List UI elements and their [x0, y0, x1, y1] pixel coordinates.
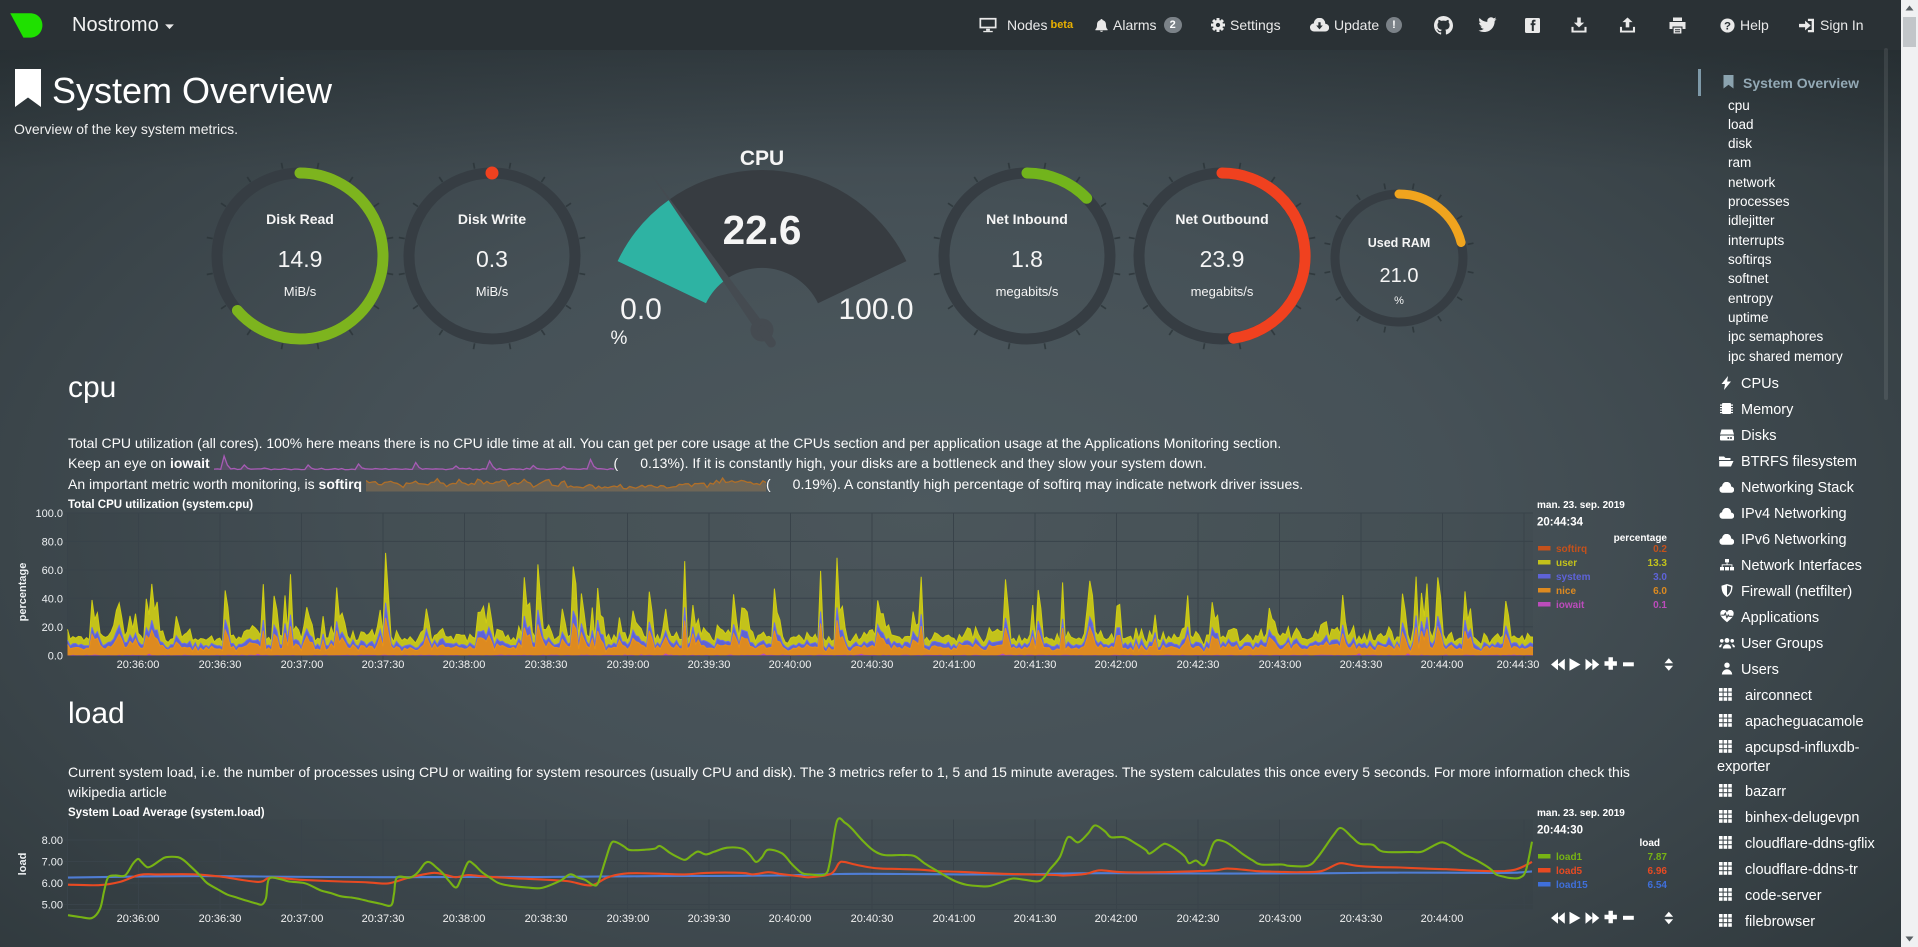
- svg-text:softirq: softirq: [1556, 544, 1587, 555]
- svg-text:load: load: [17, 853, 29, 876]
- svg-text:20:44:34: 20:44:34: [1537, 517, 1584, 529]
- svg-text:20:44:30: 20:44:30: [1537, 825, 1583, 837]
- svg-text:20:39:30: 20:39:30: [688, 659, 731, 671]
- svg-text:20:36:00: 20:36:00: [117, 659, 160, 671]
- svg-text:System Load Average (system.lo: System Load Average (system.load): [68, 807, 265, 819]
- svg-text:20:39:00: 20:39:00: [607, 913, 650, 925]
- svg-text:20:38:30: 20:38:30: [525, 913, 568, 925]
- svg-text:20:43:00: 20:43:00: [1259, 913, 1302, 925]
- svg-text:20:38:00: 20:38:00: [443, 659, 486, 671]
- svg-text:80.0: 80.0: [42, 537, 63, 549]
- svg-text:20:43:30: 20:43:30: [1340, 913, 1383, 925]
- svg-text:20:40:00: 20:40:00: [769, 659, 812, 671]
- svg-text:20:40:30: 20:40:30: [851, 659, 894, 671]
- svg-text:man. 23. sep. 2019: man. 23. sep. 2019: [1537, 808, 1625, 819]
- svg-text:0.1: 0.1: [1653, 600, 1667, 611]
- svg-text:20:39:00: 20:39:00: [607, 659, 650, 671]
- svg-text:20:40:00: 20:40:00: [769, 913, 812, 925]
- svg-text:5.00: 5.00: [42, 900, 63, 912]
- svg-text:iowait: iowait: [1556, 600, 1585, 611]
- svg-text:percentage: percentage: [1614, 533, 1668, 544]
- svg-text:20:36:30: 20:36:30: [199, 659, 242, 671]
- svg-text:6.0: 6.0: [1653, 586, 1667, 597]
- svg-text:6.96: 6.96: [1648, 866, 1668, 877]
- svg-text:20:42:30: 20:42:30: [1177, 913, 1220, 925]
- svg-text:Total CPU utilization (system.: Total CPU utilization (system.cpu): [68, 499, 253, 511]
- svg-text:20.0: 20.0: [42, 622, 63, 634]
- svg-text:20:36:00: 20:36:00: [117, 913, 160, 925]
- svg-text:20:44:00: 20:44:00: [1421, 659, 1464, 671]
- svg-text:user: user: [1556, 558, 1577, 569]
- svg-text:20:40:30: 20:40:30: [851, 913, 894, 925]
- svg-text:20:41:30: 20:41:30: [1014, 913, 1057, 925]
- svg-text:6.54: 6.54: [1648, 880, 1668, 891]
- svg-text:nice: nice: [1556, 586, 1576, 597]
- svg-text:20:37:30: 20:37:30: [362, 913, 405, 925]
- svg-text:20:42:30: 20:42:30: [1177, 659, 1220, 671]
- svg-text:20:43:00: 20:43:00: [1259, 659, 1302, 671]
- svg-text:20:37:00: 20:37:00: [281, 913, 324, 925]
- svg-text:100.0: 100.0: [35, 508, 63, 520]
- svg-text:20:43:30: 20:43:30: [1340, 659, 1383, 671]
- svg-text:percentage: percentage: [17, 563, 29, 622]
- svg-text:man. 23. sep. 2019: man. 23. sep. 2019: [1537, 500, 1625, 511]
- svg-text:?: ?: [1724, 20, 1731, 32]
- svg-text:20:41:00: 20:41:00: [933, 913, 976, 925]
- svg-text:system: system: [1556, 572, 1591, 583]
- svg-text:load: load: [1639, 838, 1660, 849]
- svg-text:8.00: 8.00: [42, 835, 63, 847]
- svg-text:20:38:30: 20:38:30: [525, 659, 568, 671]
- svg-text:20:42:00: 20:42:00: [1095, 659, 1138, 671]
- svg-text:40.0: 40.0: [42, 594, 63, 606]
- svg-text:20:44:30: 20:44:30: [1497, 659, 1540, 671]
- svg-text:0.0: 0.0: [48, 650, 63, 662]
- svg-text:20:41:30: 20:41:30: [1014, 659, 1057, 671]
- svg-text:60.0: 60.0: [42, 565, 63, 577]
- svg-text:20:41:00: 20:41:00: [933, 659, 976, 671]
- svg-text:6.00: 6.00: [42, 878, 63, 890]
- svg-text:20:37:00: 20:37:00: [281, 659, 324, 671]
- svg-text:20:42:00: 20:42:00: [1095, 913, 1138, 925]
- svg-text:20:44:00: 20:44:00: [1421, 913, 1464, 925]
- svg-text:20:39:30: 20:39:30: [688, 913, 731, 925]
- svg-text:7.00: 7.00: [42, 857, 63, 869]
- svg-text:7.87: 7.87: [1648, 852, 1668, 863]
- svg-text:13.3: 13.3: [1648, 558, 1668, 569]
- svg-text:load1: load1: [1556, 852, 1583, 863]
- svg-text:20:38:00: 20:38:00: [443, 913, 486, 925]
- svg-text:load15: load15: [1556, 880, 1588, 891]
- svg-text:load5: load5: [1556, 866, 1583, 877]
- svg-text:3.0: 3.0: [1653, 572, 1667, 583]
- svg-text:20:37:30: 20:37:30: [362, 659, 405, 671]
- svg-text:0.2: 0.2: [1653, 544, 1667, 555]
- svg-text:20:36:30: 20:36:30: [199, 913, 242, 925]
